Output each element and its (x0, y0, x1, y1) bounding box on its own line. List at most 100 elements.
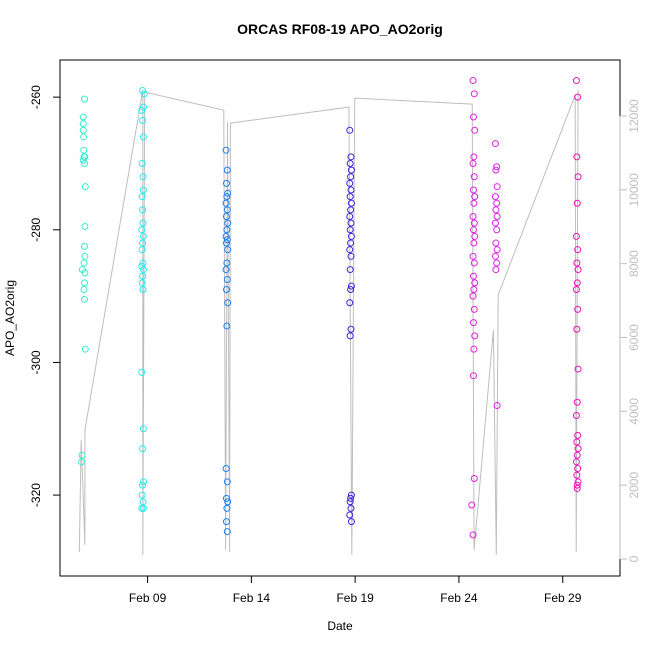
point (573, 398, 581, 406)
point (139, 87, 147, 95)
point (81, 222, 89, 230)
y-tick-label: -300 (29, 350, 43, 374)
altitude-line (78, 90, 579, 556)
point (347, 325, 355, 333)
point (573, 438, 581, 446)
point (138, 193, 146, 201)
point (347, 504, 355, 512)
point (223, 528, 231, 536)
y2-tick-label: 2000 (627, 472, 641, 499)
x-tick-label: Feb 14 (233, 591, 271, 605)
point (140, 90, 148, 98)
point (347, 166, 355, 174)
point (346, 213, 354, 221)
point (78, 451, 86, 459)
point (470, 239, 478, 247)
point (80, 146, 88, 154)
point (79, 113, 87, 121)
point (347, 285, 355, 293)
point (81, 183, 89, 191)
point (572, 232, 580, 240)
point (347, 186, 355, 194)
point (222, 179, 230, 187)
point (493, 213, 501, 221)
point (471, 232, 479, 240)
point (139, 504, 147, 512)
point (572, 411, 580, 419)
point (138, 159, 146, 167)
point (224, 246, 232, 254)
point (493, 183, 501, 191)
point (222, 213, 230, 221)
point (139, 478, 147, 486)
point (139, 272, 147, 280)
point (572, 285, 580, 293)
point (574, 305, 582, 313)
point (224, 189, 232, 197)
point (80, 259, 88, 267)
point (346, 511, 354, 519)
point (574, 465, 582, 473)
y2-tick-label: 6000 (627, 324, 641, 351)
point (138, 226, 146, 234)
point (138, 279, 146, 287)
point (81, 345, 89, 353)
point (469, 372, 477, 380)
point (139, 206, 147, 214)
point (493, 163, 501, 171)
point (347, 491, 355, 499)
point (492, 266, 500, 274)
point (138, 491, 146, 499)
point (471, 193, 479, 201)
point (347, 494, 355, 502)
point (574, 246, 582, 254)
point (491, 252, 499, 260)
point (573, 259, 581, 267)
point (223, 259, 231, 267)
point (573, 484, 581, 492)
point (139, 173, 147, 181)
point (347, 199, 355, 207)
point (139, 481, 147, 489)
point (493, 402, 501, 410)
point (222, 146, 230, 154)
point (574, 431, 582, 439)
point (470, 305, 478, 313)
point (139, 133, 147, 141)
y-tick-label: -320 (29, 483, 43, 507)
point (222, 232, 230, 240)
point (573, 481, 581, 489)
point (139, 425, 147, 433)
point (572, 458, 580, 466)
point (470, 345, 478, 353)
point (469, 252, 477, 260)
point (469, 226, 477, 234)
point (139, 186, 147, 194)
x-tick-label: Feb 19 (336, 591, 374, 605)
point (347, 153, 355, 161)
point (469, 213, 477, 221)
point (573, 325, 581, 333)
point (493, 226, 501, 234)
y2-tick-label: 4000 (627, 398, 641, 425)
point (470, 173, 478, 181)
point (139, 116, 147, 124)
point (79, 126, 87, 134)
y-tick-label: -280 (29, 217, 43, 241)
point (222, 518, 230, 526)
point (223, 236, 231, 244)
point (347, 219, 355, 227)
point (139, 498, 147, 506)
point (80, 285, 88, 293)
point (139, 239, 147, 247)
point (493, 259, 501, 267)
point (222, 285, 230, 293)
point (139, 445, 147, 453)
point (224, 299, 232, 307)
point (346, 193, 354, 201)
point (81, 269, 89, 277)
point (81, 252, 89, 260)
point (470, 153, 478, 161)
point (572, 77, 580, 85)
point (139, 103, 147, 111)
